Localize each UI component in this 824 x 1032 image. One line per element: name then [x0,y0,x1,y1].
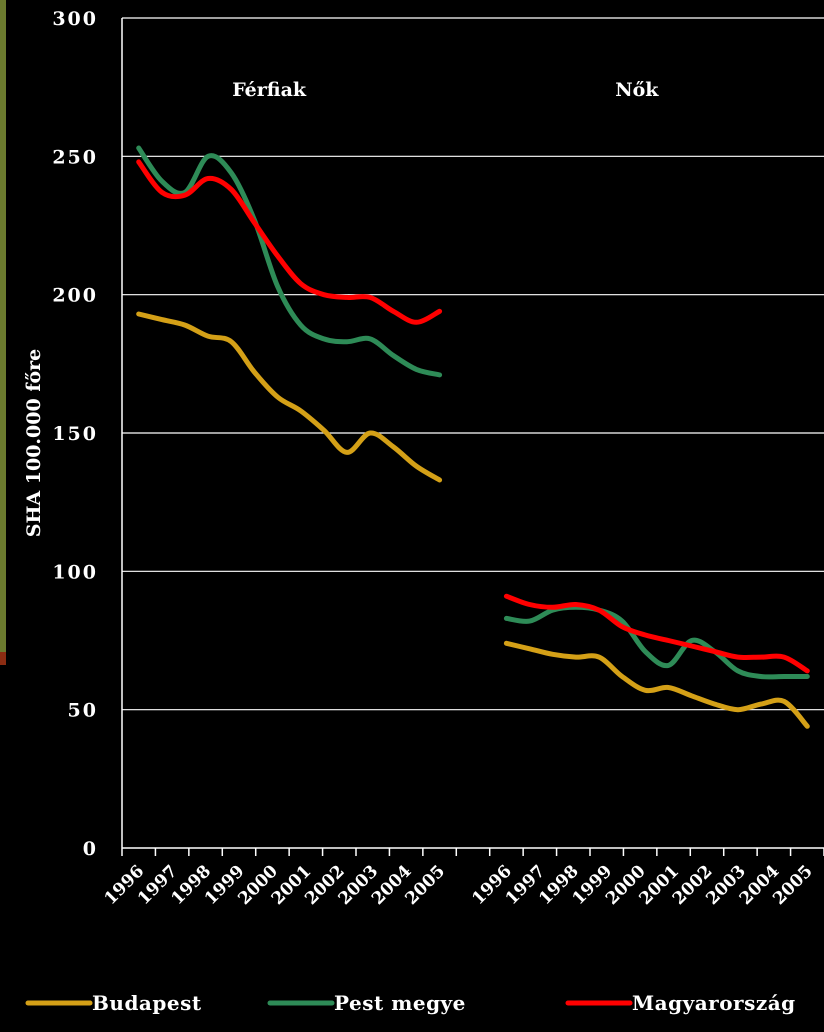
y-tick-label: 150 [52,423,98,445]
y-tick-label: 0 [83,838,98,860]
series-line-pest-megye-group-2 [503,604,810,680]
y-tick-label: 50 [68,700,98,722]
legend-label: Magyarország [632,991,796,1015]
group-label: Férfiak [232,79,307,101]
series-line-budapest-group-2 [503,640,810,729]
y-tick-label: 250 [52,146,98,168]
y-tick-label: 200 [52,285,98,307]
legend-label: Pest megye [334,991,466,1015]
left-accent-bar-tip [0,652,6,665]
series-line-pest-megye-group-1 [136,145,443,378]
left-accent-bar [0,0,6,665]
y-tick-label: 100 [52,561,98,583]
series-line-magyarország-group-2 [503,593,810,674]
legend-label: Budapest [92,991,202,1015]
series-line-magyarország-group-1 [136,159,443,325]
group-label: Nők [615,79,659,101]
y-tick-label: 300 [52,8,98,30]
series-line-budapest-group-1 [136,311,443,483]
y-axis-title: SHA 100.000 főre [23,349,45,538]
